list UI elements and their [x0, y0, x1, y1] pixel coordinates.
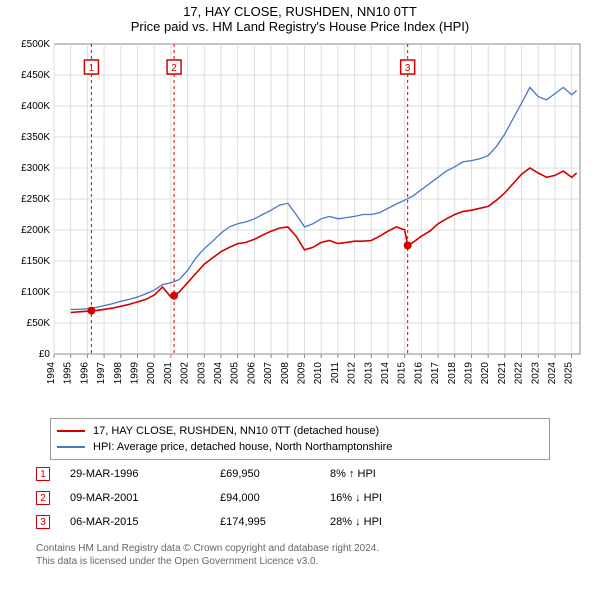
transaction-price: £94,000: [220, 492, 330, 504]
page-title: 17, HAY CLOSE, RUSHDEN, NN10 0TT: [0, 0, 600, 19]
transactions-table: 1 29-MAR-1996 £69,950 8% ↑ HPI 2 09-MAR-…: [36, 462, 556, 534]
chart-svg: £0 £50K £100K £150K £200K £250K £300K £350K £400…: [10, 40, 590, 410]
legend: 17, HAY CLOSE, RUSHDEN, NN10 0TT (detach…: [50, 418, 550, 460]
svg-text:2006: 2006: [246, 362, 257, 385]
svg-text:2013: 2013: [363, 362, 374, 385]
svg-text:1999: 1999: [129, 362, 140, 385]
svg-text:2019: 2019: [463, 362, 474, 385]
svg-text:£150K: £150K: [21, 256, 50, 267]
svg-text:2000: 2000: [146, 362, 157, 385]
svg-text:£300K: £300K: [21, 163, 50, 174]
page: 17, HAY CLOSE, RUSHDEN, NN10 0TT Price p…: [0, 0, 600, 590]
svg-text:2025: 2025: [564, 362, 575, 385]
transaction-marker-icon: 2: [36, 491, 50, 505]
transaction-price: £69,950: [220, 468, 330, 480]
transaction-delta: 28% ↓ HPI: [330, 516, 450, 528]
svg-text:2022: 2022: [514, 362, 525, 385]
svg-text:2011: 2011: [330, 362, 341, 384]
transaction-marker-icon: 3: [36, 515, 50, 529]
legend-item: HPI: Average price, detached house, Nort…: [57, 439, 543, 455]
svg-text:£200K: £200K: [21, 225, 50, 236]
svg-text:£350K: £350K: [21, 132, 50, 143]
svg-text:2016: 2016: [413, 362, 424, 385]
legend-swatch: [57, 430, 85, 432]
svg-text:2021: 2021: [497, 362, 508, 385]
svg-text:3: 3: [405, 63, 411, 74]
price-chart: £0 £50K £100K £150K £200K £250K £300K £350K £400…: [10, 40, 590, 410]
svg-text:£250K: £250K: [21, 194, 50, 205]
transaction-row: 2 09-MAR-2001 £94,000 16% ↓ HPI: [36, 486, 556, 510]
svg-text:2007: 2007: [263, 362, 274, 385]
legend-swatch: [57, 446, 85, 448]
transaction-date: 29-MAR-1996: [70, 468, 220, 480]
svg-text:2020: 2020: [480, 362, 491, 385]
svg-text:2017: 2017: [430, 362, 441, 385]
svg-text:2004: 2004: [213, 362, 224, 385]
svg-text:1997: 1997: [96, 362, 107, 385]
legend-item: 17, HAY CLOSE, RUSHDEN, NN10 0TT (detach…: [57, 423, 543, 439]
svg-text:2023: 2023: [530, 362, 541, 385]
svg-text:£450K: £450K: [21, 70, 50, 81]
svg-text:2014: 2014: [380, 362, 391, 385]
footer: Contains HM Land Registry data © Crown c…: [36, 542, 379, 568]
svg-text:1996: 1996: [79, 362, 90, 385]
transaction-date: 06-MAR-2015: [70, 516, 220, 528]
svg-text:2002: 2002: [180, 362, 191, 385]
svg-text:2012: 2012: [347, 362, 358, 385]
svg-text:£500K: £500K: [21, 40, 50, 50]
svg-text:£100K: £100K: [21, 287, 50, 298]
transaction-date: 09-MAR-2001: [70, 492, 220, 504]
svg-text:£400K: £400K: [21, 101, 50, 112]
page-subtitle: Price paid vs. HM Land Registry's House …: [0, 19, 600, 40]
svg-text:1995: 1995: [63, 362, 74, 385]
transaction-row: 1 29-MAR-1996 £69,950 8% ↑ HPI: [36, 462, 556, 486]
transaction-marker-icon: 1: [36, 467, 50, 481]
svg-text:2015: 2015: [397, 362, 408, 385]
transaction-delta: 16% ↓ HPI: [330, 492, 450, 504]
transaction-price: £174,995: [220, 516, 330, 528]
svg-text:2010: 2010: [313, 362, 324, 385]
svg-text:1994: 1994: [46, 362, 57, 385]
svg-text:2005: 2005: [230, 362, 241, 385]
legend-label: HPI: Average price, detached house, Nort…: [93, 441, 392, 453]
transaction-row: 3 06-MAR-2015 £174,995 28% ↓ HPI: [36, 510, 556, 534]
svg-text:1998: 1998: [113, 362, 124, 385]
footer-line: This data is licensed under the Open Gov…: [36, 555, 379, 568]
footer-line: Contains HM Land Registry data © Crown c…: [36, 542, 379, 555]
svg-text:2008: 2008: [280, 362, 291, 385]
svg-text:1: 1: [89, 63, 95, 74]
svg-text:2009: 2009: [296, 362, 307, 385]
svg-text:2018: 2018: [447, 362, 458, 385]
svg-text:£50K: £50K: [27, 318, 51, 329]
svg-text:2024: 2024: [547, 362, 558, 385]
svg-text:£0: £0: [39, 349, 51, 360]
legend-label: 17, HAY CLOSE, RUSHDEN, NN10 0TT (detach…: [93, 425, 379, 437]
svg-text:2001: 2001: [163, 362, 174, 385]
svg-text:2003: 2003: [196, 362, 207, 385]
transaction-delta: 8% ↑ HPI: [330, 468, 450, 480]
svg-text:2: 2: [171, 63, 177, 74]
